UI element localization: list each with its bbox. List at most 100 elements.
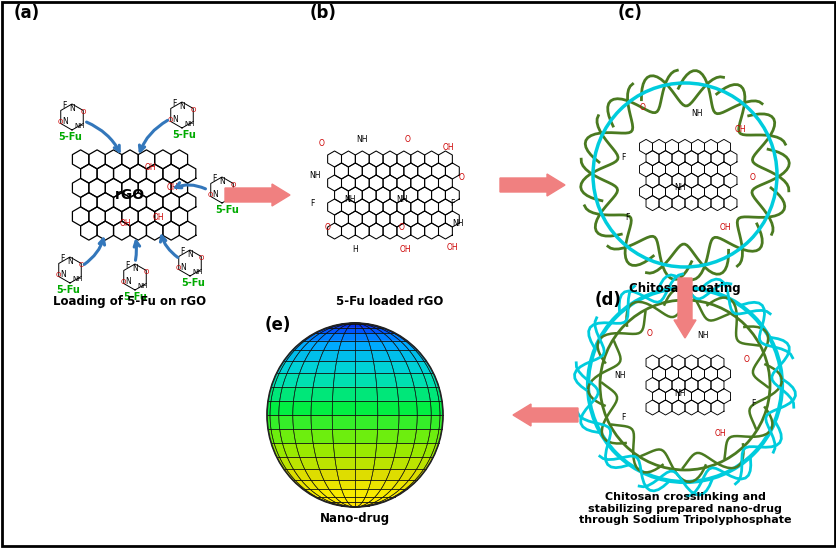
Text: N: N <box>60 270 66 278</box>
Polygon shape <box>375 443 396 457</box>
Text: F: F <box>620 413 624 421</box>
Polygon shape <box>331 324 345 328</box>
Polygon shape <box>362 497 375 503</box>
Polygon shape <box>390 361 410 373</box>
Polygon shape <box>335 503 348 506</box>
Polygon shape <box>331 503 345 506</box>
Polygon shape <box>335 324 348 328</box>
Polygon shape <box>354 506 369 507</box>
Polygon shape <box>311 340 329 350</box>
Polygon shape <box>293 430 313 443</box>
Polygon shape <box>354 386 377 401</box>
Polygon shape <box>315 361 336 373</box>
Polygon shape <box>319 469 339 480</box>
Polygon shape <box>381 328 395 333</box>
Polygon shape <box>341 506 354 507</box>
Polygon shape <box>303 489 316 497</box>
Polygon shape <box>368 328 383 333</box>
Text: O: O <box>81 110 86 116</box>
Polygon shape <box>354 324 362 328</box>
Polygon shape <box>396 386 416 401</box>
Polygon shape <box>283 443 299 457</box>
Polygon shape <box>394 443 414 457</box>
Polygon shape <box>336 469 354 480</box>
Polygon shape <box>299 361 319 373</box>
Polygon shape <box>326 328 341 333</box>
Polygon shape <box>301 340 318 350</box>
Text: O: O <box>58 118 63 124</box>
Polygon shape <box>427 430 438 443</box>
Polygon shape <box>276 457 286 469</box>
Polygon shape <box>343 506 354 507</box>
Polygon shape <box>376 430 398 443</box>
Text: NH: NH <box>184 121 195 127</box>
Polygon shape <box>324 340 341 350</box>
Polygon shape <box>334 457 354 469</box>
Polygon shape <box>328 503 341 506</box>
Polygon shape <box>436 386 441 401</box>
Polygon shape <box>375 333 391 340</box>
Polygon shape <box>348 323 354 324</box>
Polygon shape <box>348 506 354 507</box>
Polygon shape <box>274 443 287 457</box>
Polygon shape <box>270 401 279 415</box>
Text: F: F <box>309 198 314 208</box>
Text: O: O <box>458 173 464 181</box>
Polygon shape <box>334 361 354 373</box>
Polygon shape <box>271 443 279 457</box>
Polygon shape <box>276 361 286 373</box>
Polygon shape <box>348 324 354 328</box>
Polygon shape <box>376 386 398 401</box>
Polygon shape <box>405 457 422 469</box>
Polygon shape <box>315 457 336 469</box>
Polygon shape <box>331 503 345 506</box>
Polygon shape <box>293 401 311 415</box>
FancyArrow shape <box>225 184 289 206</box>
Polygon shape <box>283 373 299 386</box>
Polygon shape <box>314 328 329 333</box>
Polygon shape <box>341 333 354 340</box>
Polygon shape <box>354 323 369 324</box>
Polygon shape <box>324 480 341 489</box>
Polygon shape <box>303 489 316 497</box>
Polygon shape <box>409 350 423 361</box>
Polygon shape <box>311 430 333 443</box>
Polygon shape <box>366 324 381 328</box>
Polygon shape <box>287 361 304 373</box>
Polygon shape <box>362 497 375 503</box>
Polygon shape <box>376 430 398 443</box>
Polygon shape <box>339 340 354 350</box>
Polygon shape <box>299 457 319 469</box>
Polygon shape <box>422 373 436 386</box>
Polygon shape <box>345 323 354 324</box>
Polygon shape <box>332 401 354 415</box>
Polygon shape <box>293 480 304 489</box>
Text: N: N <box>67 258 73 266</box>
Polygon shape <box>422 443 436 457</box>
Text: 5-Fu: 5-Fu <box>181 278 205 288</box>
Polygon shape <box>314 328 329 333</box>
Polygon shape <box>304 469 324 480</box>
Polygon shape <box>416 401 431 415</box>
Polygon shape <box>341 323 354 324</box>
Polygon shape <box>267 415 271 430</box>
Polygon shape <box>370 469 390 480</box>
Polygon shape <box>354 506 368 507</box>
Polygon shape <box>416 401 431 415</box>
Polygon shape <box>405 457 422 469</box>
Polygon shape <box>336 350 354 361</box>
Text: F: F <box>212 174 217 184</box>
Polygon shape <box>311 480 329 489</box>
Polygon shape <box>278 401 293 415</box>
Text: H: H <box>352 246 358 254</box>
Polygon shape <box>431 443 438 457</box>
Text: (e): (e) <box>265 316 291 334</box>
Polygon shape <box>377 415 399 430</box>
Polygon shape <box>270 415 279 430</box>
Polygon shape <box>341 503 351 506</box>
Polygon shape <box>415 469 426 480</box>
Polygon shape <box>304 333 320 340</box>
Polygon shape <box>427 430 438 443</box>
Polygon shape <box>332 401 354 415</box>
Polygon shape <box>423 361 433 373</box>
